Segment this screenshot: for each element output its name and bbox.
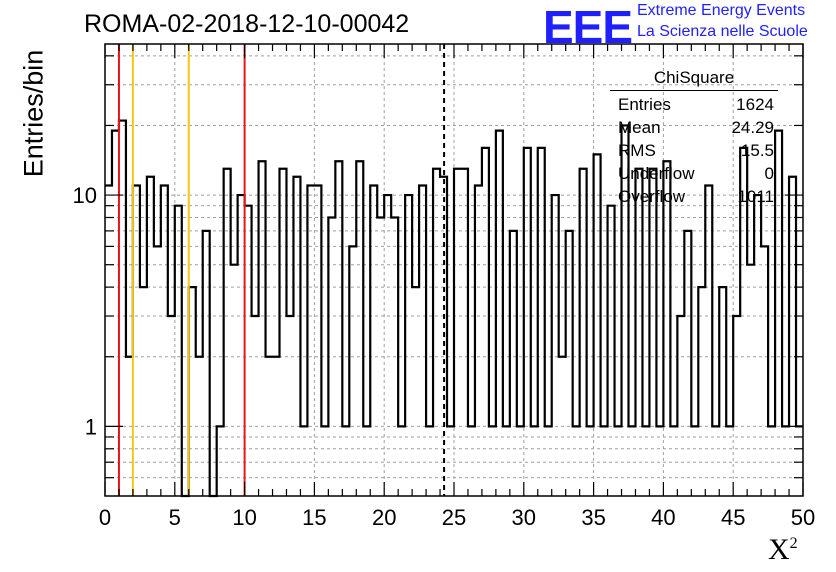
stats-row: Entries 1624 <box>610 93 778 116</box>
x-axis-label: X2 <box>768 533 798 567</box>
stats-label: Mean <box>618 118 661 137</box>
stats-label: Overflow <box>618 187 686 206</box>
histogram-series <box>105 119 803 498</box>
x-tick-label: 10 <box>232 505 256 530</box>
y-tick-label: 10 <box>73 183 97 208</box>
stats-row: Mean 24.29 <box>610 116 778 139</box>
stats-label: RMS <box>618 141 656 160</box>
x-tick-label: 25 <box>442 505 466 530</box>
logo-line-2: La Scienza nelle Scuole <box>637 23 808 40</box>
x-tick-label: 5 <box>169 505 181 530</box>
stats-box: ChiSquare Entries 1624 Mean 24.29 RMS 15.5 … <box>610 68 778 208</box>
y-axis-label: Entries/bin <box>18 49 49 178</box>
stats-label: Underflow <box>618 164 695 183</box>
stats-row: Underflow 0 <box>610 162 778 185</box>
y-tick-label: 1 <box>85 414 97 439</box>
stats-row: Overflow 1011 <box>610 185 778 208</box>
logo-line-1: Extreme Energy Events <box>637 2 806 19</box>
stats-value: 1011 <box>737 187 774 206</box>
x-tick-label: 30 <box>512 505 536 530</box>
x-tick-label: 20 <box>372 505 396 530</box>
stats-title: ChiSquare <box>610 68 778 91</box>
chart-title: ROMA-02-2018-12-10-00042 <box>84 10 410 38</box>
x-tick-label: 50 <box>791 505 815 530</box>
stats-value: 24.29 <box>731 118 774 137</box>
x-axis-label-sup: 2 <box>789 535 798 552</box>
stats-label: Entries <box>618 95 671 114</box>
eee-logo: EEE <box>543 1 633 53</box>
x-axis-label-base: X <box>768 533 790 566</box>
x-tick-label: 45 <box>721 505 745 530</box>
stats-row: RMS 15.5 <box>610 139 778 162</box>
stats-value: 1624 <box>736 95 774 114</box>
x-tick-label: 15 <box>302 505 326 530</box>
x-tick-label: 0 <box>99 505 111 530</box>
stats-value: 15.5 <box>740 141 774 160</box>
stats-value: 0 <box>764 164 774 183</box>
x-tick-label: 40 <box>651 505 675 530</box>
x-tick-label: 35 <box>581 505 605 530</box>
